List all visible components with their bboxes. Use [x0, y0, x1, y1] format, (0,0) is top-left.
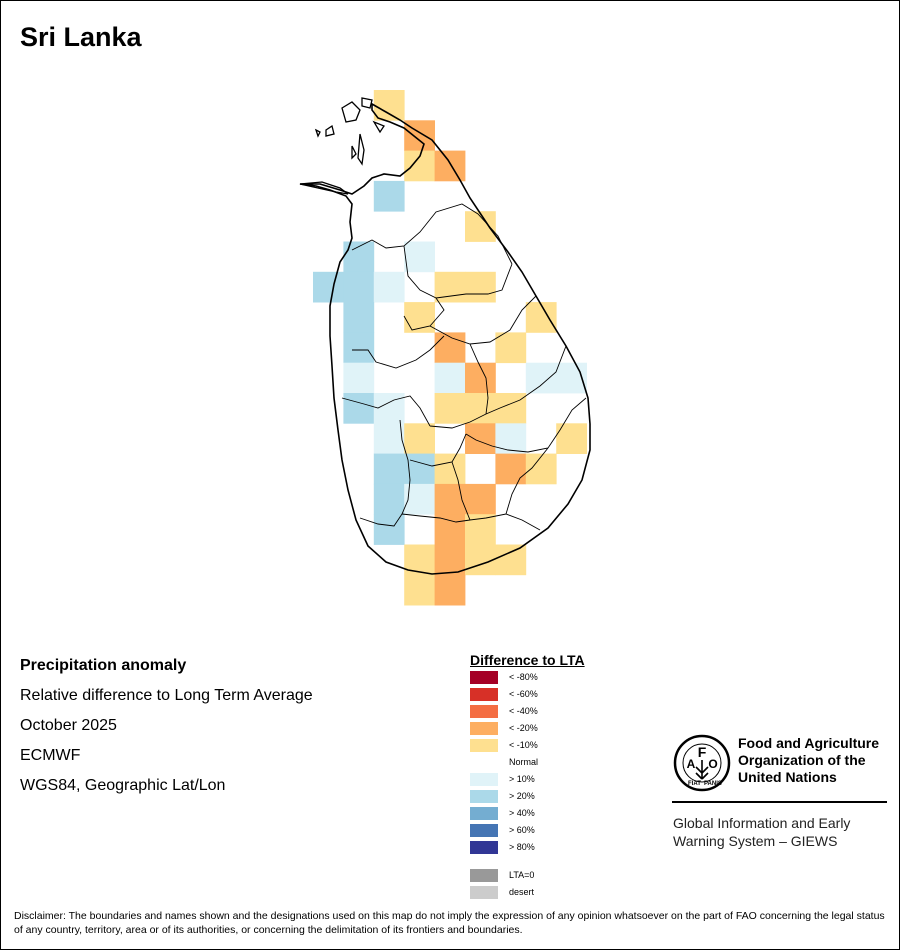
grid-cell [343, 393, 375, 424]
legend-swatch [470, 790, 498, 803]
grid-cell [465, 423, 496, 454]
legend-swatch [470, 739, 498, 752]
map-title: Sri Lanka [20, 22, 142, 52]
fao-name-line-2: Organization of the [738, 752, 866, 768]
grid-cell [495, 423, 527, 454]
legend-label: > 80% [509, 842, 535, 852]
legend-swatch [470, 886, 498, 899]
grid-cell [404, 241, 435, 273]
grid-cell [313, 271, 344, 303]
svg-text:FIAT: FIAT [688, 781, 701, 787]
anomaly-map [299, 90, 591, 606]
legend-swatch [470, 841, 498, 854]
grid-cell [343, 362, 375, 394]
grid-cell [495, 544, 527, 576]
sri-lanka-outline [299, 102, 591, 575]
legend-label: Normal [509, 757, 539, 767]
grid-cell [434, 544, 466, 576]
anomaly-grid [313, 90, 587, 606]
legend-label: desert [509, 887, 535, 897]
legend-swatch [470, 807, 498, 820]
grid-cell [343, 302, 375, 333]
fao-name-line-1: Food and Agriculture [738, 735, 880, 751]
grid-cell [465, 393, 496, 424]
legend-swatch [470, 722, 498, 735]
svg-text:F: F [698, 744, 707, 760]
legend-label: > 10% [509, 774, 535, 784]
grid-cell [434, 150, 466, 182]
legend-swatch [470, 671, 498, 684]
svg-text:O: O [708, 757, 717, 771]
svg-text:A: A [687, 757, 696, 771]
info-date: October 2025 [20, 717, 117, 734]
legend-label: < -20% [509, 723, 538, 733]
grid-cell [434, 483, 466, 515]
grid-cell [465, 544, 496, 576]
grid-cell [373, 483, 405, 515]
grid-cell [525, 362, 557, 394]
legend-swatch [470, 688, 498, 701]
legend-title: Difference to LTA [470, 652, 585, 668]
grid-cell [434, 453, 466, 485]
legend-swatch [470, 705, 498, 718]
jaffna-islands-outline [314, 97, 385, 166]
grid-cell [373, 423, 405, 454]
legend-label: < -10% [509, 740, 538, 750]
fao-emblem-icon: F A O FIAT PANIS [673, 734, 731, 792]
legend-label: > 60% [509, 825, 535, 835]
logo-divider [672, 801, 887, 803]
legend-label: LTA=0 [509, 870, 535, 880]
legend-label: < -40% [509, 706, 538, 716]
info-subtitle: Relative difference to Long Term Average [20, 687, 313, 704]
grid-cell [465, 483, 496, 515]
grid-cell [525, 302, 557, 333]
legend-label: < -80% [509, 672, 538, 682]
fao-name-line-3: United Nations [738, 769, 837, 785]
grid-cell [404, 120, 435, 151]
grid-cell [495, 332, 527, 364]
info-heading: Precipitation anomaly [20, 657, 187, 674]
grid-cell [434, 393, 466, 424]
info-projection: WGS84, Geographic Lat/Lon [20, 777, 226, 794]
mannar-island-outline [299, 181, 349, 195]
grid-cell [495, 393, 527, 424]
giews-line-1: Global Information and Early [673, 815, 851, 831]
grid-cell [434, 514, 466, 545]
grid-cell [495, 453, 527, 485]
grid-cell [373, 180, 405, 212]
info-model: ECMWF [20, 747, 81, 764]
grid-cell [373, 271, 405, 303]
grid-cell [404, 302, 435, 333]
grid-cell [404, 574, 435, 606]
grid-cell [434, 332, 466, 364]
legend-swatch [470, 824, 498, 837]
legend-swatch [470, 773, 498, 786]
giews-line-2: Warning System – GIEWS [673, 833, 838, 849]
disclaimer: Disclaimer: The boundaries and names sho… [14, 910, 885, 936]
grid-cell [373, 453, 405, 485]
legend-label: > 40% [509, 808, 535, 818]
grid-cell [343, 332, 375, 364]
grid-cell [373, 90, 405, 121]
grid-cell [373, 514, 405, 545]
grid-cell [465, 271, 496, 303]
svg-text:PANIS: PANIS [704, 781, 722, 787]
legend-swatch [470, 869, 498, 882]
grid-cell [343, 271, 375, 303]
district-boundaries [341, 203, 587, 531]
grid-cell [465, 211, 496, 242]
grid-cell [434, 574, 466, 606]
legend-label: < -60% [509, 689, 538, 699]
legend-label: > 20% [509, 791, 535, 801]
grid-cell [434, 362, 466, 394]
grid-cell [404, 423, 435, 454]
grid-cell [465, 362, 496, 394]
grid-cell [373, 393, 405, 424]
